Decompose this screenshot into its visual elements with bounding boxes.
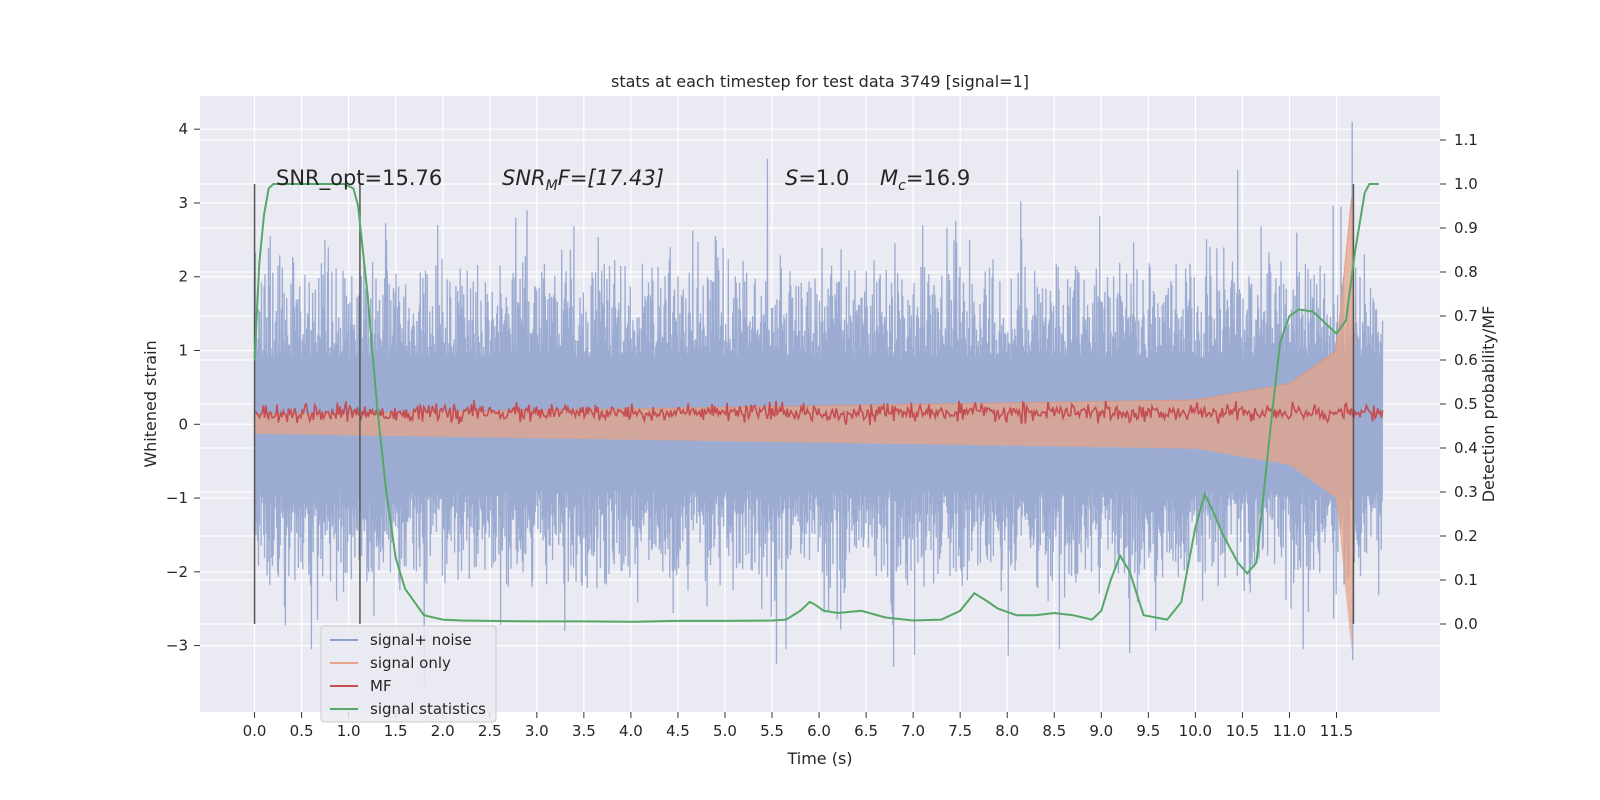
y2-tick-label: 1.0	[1454, 175, 1478, 193]
y2-tick-label: 0.3	[1454, 483, 1478, 501]
x-tick-label: 7.0	[901, 722, 925, 740]
x-tick-label: 1.0	[337, 722, 361, 740]
x-tick-label: 3.5	[572, 722, 596, 740]
y2-axis-label: Detection probability/MF	[1479, 306, 1498, 503]
x-tick-label: 10.5	[1226, 722, 1259, 740]
y2-tick-label: 0.5	[1454, 395, 1478, 413]
x-tick-label: 4.0	[619, 722, 643, 740]
x-tick-label: 8.5	[1042, 722, 1066, 740]
legend-box	[320, 625, 497, 723]
legend-label-mf: MF	[370, 677, 392, 695]
x-tick-label: 6.0	[807, 722, 831, 740]
y-tick-label: 0	[178, 415, 188, 433]
chart-title: stats at each timestep for test data 374…	[611, 72, 1029, 91]
y2-tick-label: 0.4	[1454, 439, 1478, 457]
legend-label-signal-only: signal only	[370, 654, 451, 672]
x-tick-label: 4.5	[666, 722, 690, 740]
annotation-snr-mf-rest: F=[17.43]	[558, 166, 664, 190]
y2-tick-label: 0.2	[1454, 527, 1478, 545]
x-tick-label: 3.0	[525, 722, 549, 740]
x-tick-label: 0.0	[243, 722, 267, 740]
x-tick-label: 11.0	[1273, 722, 1306, 740]
y-tick-label: −1	[166, 489, 188, 507]
x-tick-label: 10.0	[1179, 722, 1212, 740]
x-tick-label: 9.0	[1089, 722, 1113, 740]
y2-tick-label: 0.7	[1454, 307, 1478, 325]
y2-tick-label: 0.8	[1454, 263, 1478, 281]
y2-axis-ticks: 0.0 0.1 0.2 0.3 0.4 0.5 0.6 0.7 0.8 0.9 1.0 1.1	[1440, 131, 1478, 633]
x-tick-label: 8.0	[995, 722, 1019, 740]
x-tick-label: 2.0	[431, 722, 455, 740]
y-tick-label: 3	[178, 194, 188, 212]
x-tick-label: 7.5	[948, 722, 972, 740]
x-tick-label: 0.5	[290, 722, 314, 740]
annotation-snr-mf-sub: M	[546, 178, 558, 194]
x-tick-label: 2.5	[478, 722, 502, 740]
annotation-snr-mf-main: SNR	[502, 166, 546, 190]
legend-label-signal-statistics: signal statistics	[370, 700, 486, 718]
x-tick-label: 9.5	[1136, 722, 1160, 740]
y2-tick-label: 0.0	[1454, 615, 1478, 633]
annotation-mc-sub: c	[898, 178, 906, 194]
x-axis-ticks: 0.0 0.5 1.0 1.5 2.0 2.5 3.0 3.5 4.0 4.5 5.0 5.5 6.0 6…	[243, 712, 1353, 740]
series-signal-statistics-line	[253, 183, 1379, 623]
legend-label-signal-noise: signal+ noise	[370, 631, 472, 649]
y2-tick-label: 0.9	[1454, 219, 1478, 237]
annotation-snr-mf: SNRMF=[17.43]	[502, 166, 664, 194]
y2-tick-label: 0.1	[1454, 571, 1478, 589]
annotation-s-var: S	[785, 166, 798, 190]
y-tick-label: 1	[178, 342, 188, 360]
y-tick-label: 2	[178, 268, 188, 286]
y2-tick-label: 1.1	[1454, 131, 1478, 149]
series-mf-line	[254, 399, 1384, 426]
y-tick-label: −3	[166, 637, 188, 655]
x-axis-label: Time (s)	[786, 749, 852, 768]
x-tick-label: 11.5	[1320, 722, 1353, 740]
x-tick-label: 6.5	[854, 722, 878, 740]
x-tick-label: 1.5	[384, 722, 408, 740]
annotation-mc-var: M	[880, 166, 898, 190]
y2-tick-label: 0.6	[1454, 351, 1478, 369]
y-tick-label: 4	[178, 120, 188, 138]
x-tick-label: 5.0	[713, 722, 737, 740]
annotation-s-rest: =1.0	[798, 166, 849, 190]
legend: signal+ noise signal only MF signal stat…	[320, 625, 497, 723]
annotation-mc-rest: =16.9	[906, 166, 970, 190]
annotation-s: S=1.0	[785, 166, 849, 190]
annotation-snr-opt: SNR_opt=15.76	[276, 166, 442, 191]
y-tick-label: −2	[166, 563, 188, 581]
y-axis-label: Whitened strain	[141, 340, 160, 467]
annotation-mc: Mc=16.9	[880, 166, 970, 194]
x-tick-label: 5.5	[760, 722, 784, 740]
y-axis-ticks: −3 −2 −1 0 1 2 3 4	[166, 120, 200, 655]
series-signal-only-fill	[254, 197, 1355, 652]
